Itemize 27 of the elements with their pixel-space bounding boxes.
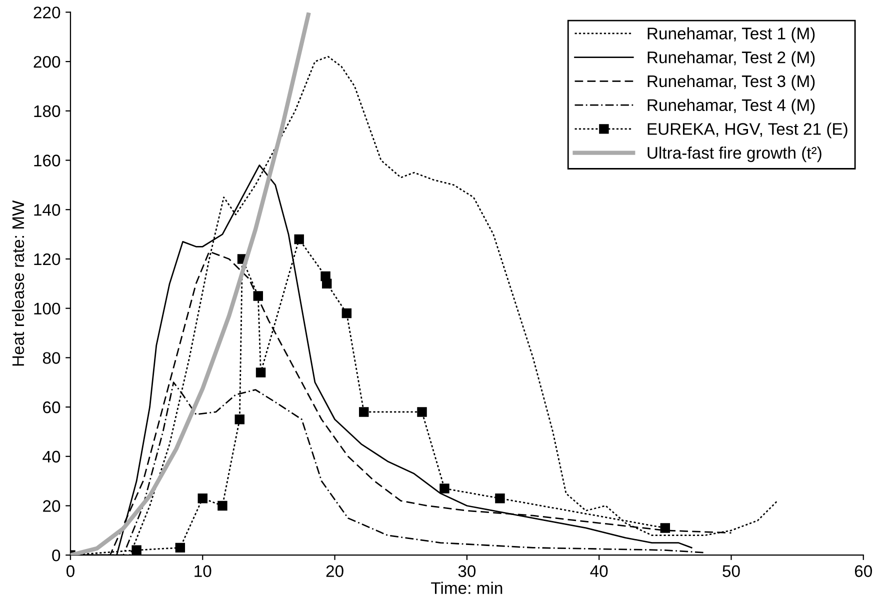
x-tick-label: 40 (590, 565, 608, 578)
x-axis-title: Time: min (431, 582, 502, 594)
legend-label: Ultra-fast fire growth (t²) (648, 146, 822, 162)
legend-label: EUREKA, HGV, Test 21 (E) (648, 122, 848, 138)
y-tick-label: 80 (42, 352, 60, 364)
y-axis-title: Heat release rate: MW (12, 200, 24, 366)
y-tick-label: 40 (42, 450, 60, 463)
x-tick-label: 0 (66, 565, 74, 578)
y-tick-label: 60 (43, 401, 60, 414)
y-tick-label: 120 (34, 253, 60, 266)
legend-label: Runehamar, Test 1 (M) (648, 27, 815, 43)
x-tick-label: 10 (194, 565, 212, 578)
y-tick-label: 0 (52, 550, 60, 562)
legend-label: Runehamar, Test 2 (M) (648, 51, 815, 67)
x-tick-label: 20 (326, 565, 344, 578)
y-tick-label: 180 (34, 105, 60, 118)
x-tick-label: 50 (722, 565, 740, 578)
y-tick-label: 220 (34, 6, 60, 18)
y-tick-label: 200 (34, 56, 60, 68)
legend-label: Runehamar, Test 4 (M) (648, 98, 815, 114)
x-tick-label: 30 (458, 565, 476, 578)
y-tick-label: 20 (43, 500, 60, 512)
y-tick-label: 160 (34, 154, 60, 166)
x-tick-label: 60 (854, 565, 872, 578)
legend-label: Runehamar, Test 3 (M) (648, 74, 815, 90)
y-tick-label: 100 (34, 302, 60, 315)
y-tick-label: 140 (34, 204, 60, 216)
